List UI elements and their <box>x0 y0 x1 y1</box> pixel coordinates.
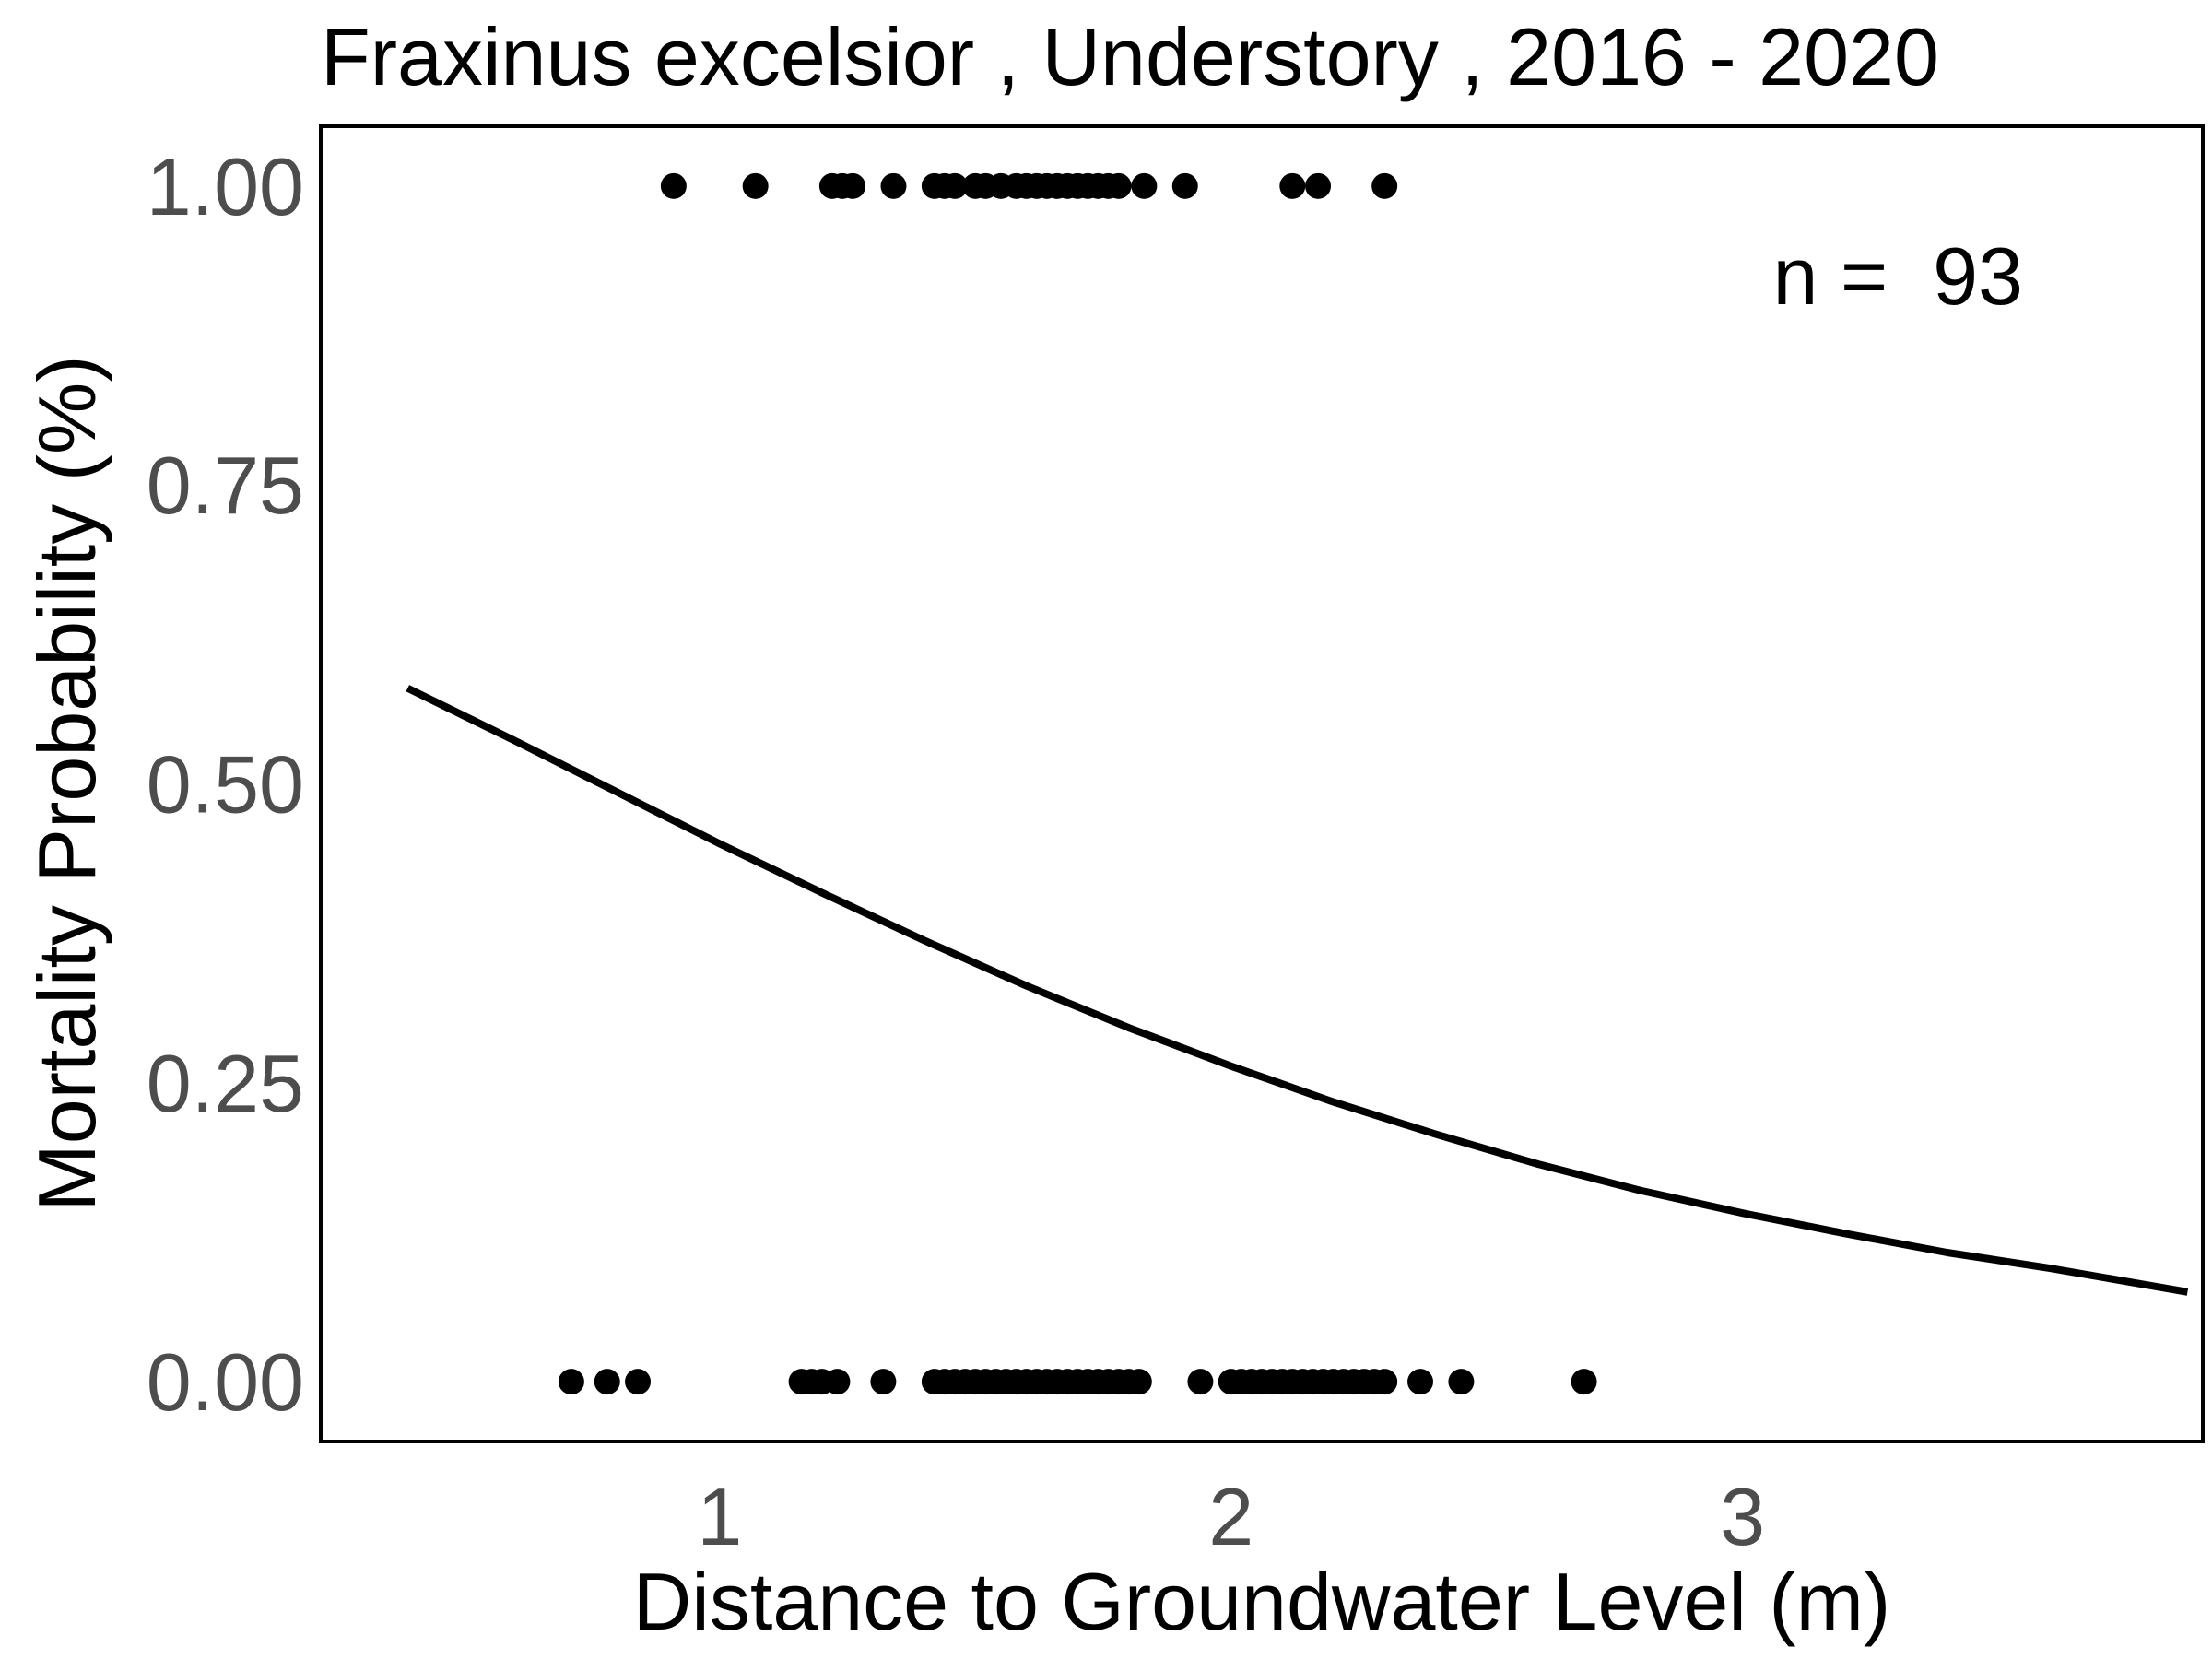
scatter-point <box>824 1369 851 1395</box>
scatter-point <box>594 1369 620 1395</box>
plot-frame <box>319 124 2205 1443</box>
x-tick-label: 2 <box>1208 1471 1253 1562</box>
x-tick-label: 3 <box>1720 1471 1765 1562</box>
scatter-point <box>1407 1369 1434 1395</box>
scatter-point <box>1187 1369 1214 1395</box>
scatter-point <box>660 172 687 199</box>
scatter-point <box>558 1369 584 1395</box>
y-tick-label: 0.00 <box>147 1336 304 1428</box>
y-tick-label: 0.25 <box>147 1038 304 1129</box>
scatter-point <box>1448 1369 1475 1395</box>
y-tick-label: 1.00 <box>147 141 304 232</box>
scatter-point <box>1371 172 1398 199</box>
x-axis: 1 2 3 <box>697 1471 1765 1562</box>
scatter-point <box>942 172 969 199</box>
scatter-point <box>1171 172 1198 199</box>
chart-title: Fraxinus excelsior , Understory , 2016 -… <box>321 11 1939 102</box>
y-axis: 0.00 0.25 0.50 0.75 1.00 <box>147 141 304 1428</box>
scatter-point <box>840 172 866 199</box>
y-tick-label: 0.75 <box>147 440 304 531</box>
fitted-curve <box>406 685 2189 1296</box>
scatter-point <box>1125 1369 1152 1395</box>
scatter-point <box>870 1369 897 1395</box>
scatter-point <box>1571 1369 1597 1395</box>
scatter-point <box>1279 172 1306 199</box>
scatter-point <box>1305 172 1332 199</box>
scatter-point <box>742 172 769 199</box>
x-axis-title: Distance to Groundwater Level (m) <box>633 1556 1891 1647</box>
scatter-point <box>1105 172 1132 199</box>
y-tick-label: 0.50 <box>147 739 304 830</box>
scatter-point <box>1131 172 1158 199</box>
y-axis-title: Mortality Probability (%) <box>21 355 112 1211</box>
scatter-point <box>880 172 907 199</box>
sample-size-annotation: n = 93 <box>1772 230 2023 322</box>
x-tick-label: 1 <box>697 1471 742 1562</box>
scatter-points <box>558 172 1597 1395</box>
scatter-point <box>625 1369 652 1395</box>
scatter-point <box>1371 1369 1398 1395</box>
